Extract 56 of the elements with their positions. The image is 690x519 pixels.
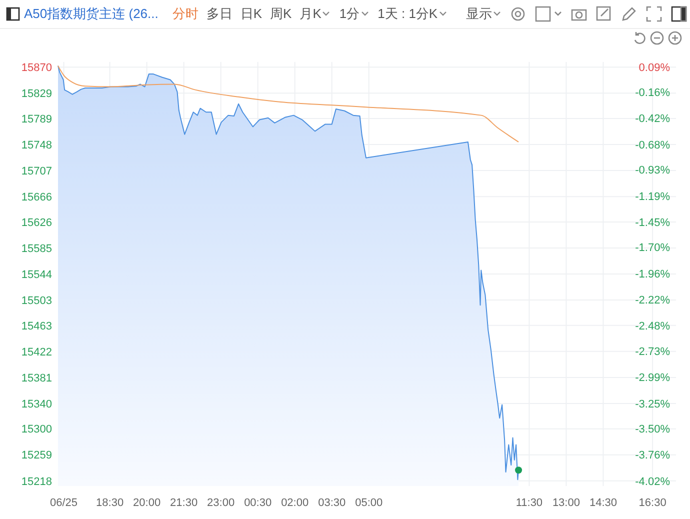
x-tick-label: 20:00 — [133, 497, 161, 509]
text: 周K — [270, 5, 292, 23]
y2-tick-label: -3.50% — [635, 423, 670, 436]
y2-tick-label: -1.96% — [635, 268, 670, 280]
y-tick-label: 15829 — [21, 88, 52, 100]
x-tick-label: 05:00 — [355, 497, 383, 509]
y2-tick-label: -0.16% — [635, 87, 670, 100]
y-tick-label: 15422 — [21, 346, 52, 358]
text: 1天 : 1分K — [378, 5, 438, 23]
x-tick-label: 11:30 — [516, 497, 543, 509]
x-tick-label: 00:30 — [244, 497, 272, 509]
chart-title: A50指数期货主连 (26... — [24, 5, 158, 23]
y2-tick-label: -2.73% — [635, 346, 670, 358]
y-tick-label: 15300 — [21, 424, 52, 436]
y2-tick-label: -4.02% — [635, 476, 670, 488]
x-tick-label: 03:30 — [318, 497, 346, 509]
text: 分时 — [172, 5, 198, 23]
x-tick-label: 23:00 — [207, 497, 235, 509]
y-tick-label: 15789 — [21, 113, 52, 126]
y-tick-label: 15585 — [21, 242, 52, 255]
text: 多日 — [206, 5, 232, 23]
x-tick-label: 06/25 — [50, 497, 78, 509]
y-tick-label: 15707 — [21, 165, 52, 178]
y-tick-label: 15503 — [21, 294, 52, 307]
y-tick-label: 15340 — [21, 398, 52, 410]
y-tick-label: 15463 — [21, 320, 52, 332]
x-tick-label: 18:30 — [96, 497, 124, 509]
y-tick-label: 15259 — [21, 450, 52, 462]
x-tick-label: 16:30 — [638, 497, 666, 509]
y2-tick-label: -0.68% — [635, 139, 670, 152]
text: 日K — [240, 5, 262, 23]
y2-tick-label: -2.22% — [635, 294, 670, 307]
text: 显示 — [466, 5, 492, 23]
x-tick-label: 14:30 — [589, 497, 617, 509]
y2-tick-label: -2.48% — [635, 320, 670, 333]
y-tick-label: 15381 — [21, 372, 52, 384]
x-tick-label: 13:00 — [552, 497, 580, 509]
y2-tick-label: 0.09% — [638, 62, 670, 74]
y-tick-label: 15544 — [21, 268, 52, 281]
x-tick-label: 21:30 — [170, 497, 198, 509]
y-tick-label: 15870 — [21, 62, 52, 74]
y2-tick-label: -0.42% — [635, 113, 670, 126]
y2-tick-label: -3.76% — [635, 450, 670, 462]
y-tick-label: 15666 — [21, 191, 52, 204]
text: 1分 — [339, 5, 360, 23]
text: 月K — [300, 5, 322, 23]
y-tick-label: 15748 — [21, 139, 52, 152]
y2-tick-label: -1.19% — [635, 190, 670, 203]
x-tick-label: 02:00 — [281, 497, 309, 509]
y-tick-label: 15626 — [21, 216, 52, 229]
y2-tick-label: -3.25% — [635, 398, 670, 410]
y2-tick-label: -0.93% — [635, 164, 670, 177]
y2-tick-label: -1.70% — [635, 242, 670, 254]
y2-tick-label: -2.99% — [635, 372, 670, 384]
y2-tick-label: -1.45% — [635, 216, 670, 229]
y-tick-label: 15218 — [21, 476, 52, 488]
